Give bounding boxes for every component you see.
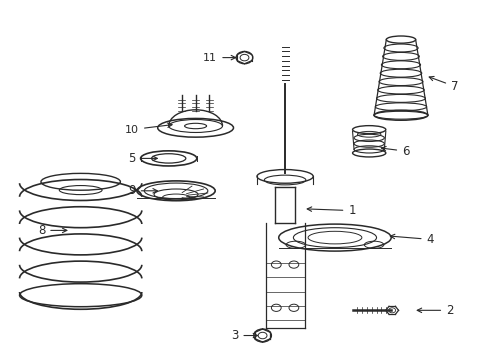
Text: 7: 7 bbox=[428, 76, 458, 93]
Text: 10: 10 bbox=[125, 123, 172, 135]
Text: 5: 5 bbox=[128, 152, 157, 165]
Text: 6: 6 bbox=[381, 145, 409, 158]
Text: 2: 2 bbox=[416, 304, 453, 317]
Text: 11: 11 bbox=[203, 53, 235, 63]
Text: 9: 9 bbox=[128, 184, 157, 197]
Text: 4: 4 bbox=[389, 233, 433, 246]
Text: 3: 3 bbox=[230, 329, 257, 342]
Text: 1: 1 bbox=[306, 204, 355, 217]
Text: 8: 8 bbox=[38, 224, 67, 237]
